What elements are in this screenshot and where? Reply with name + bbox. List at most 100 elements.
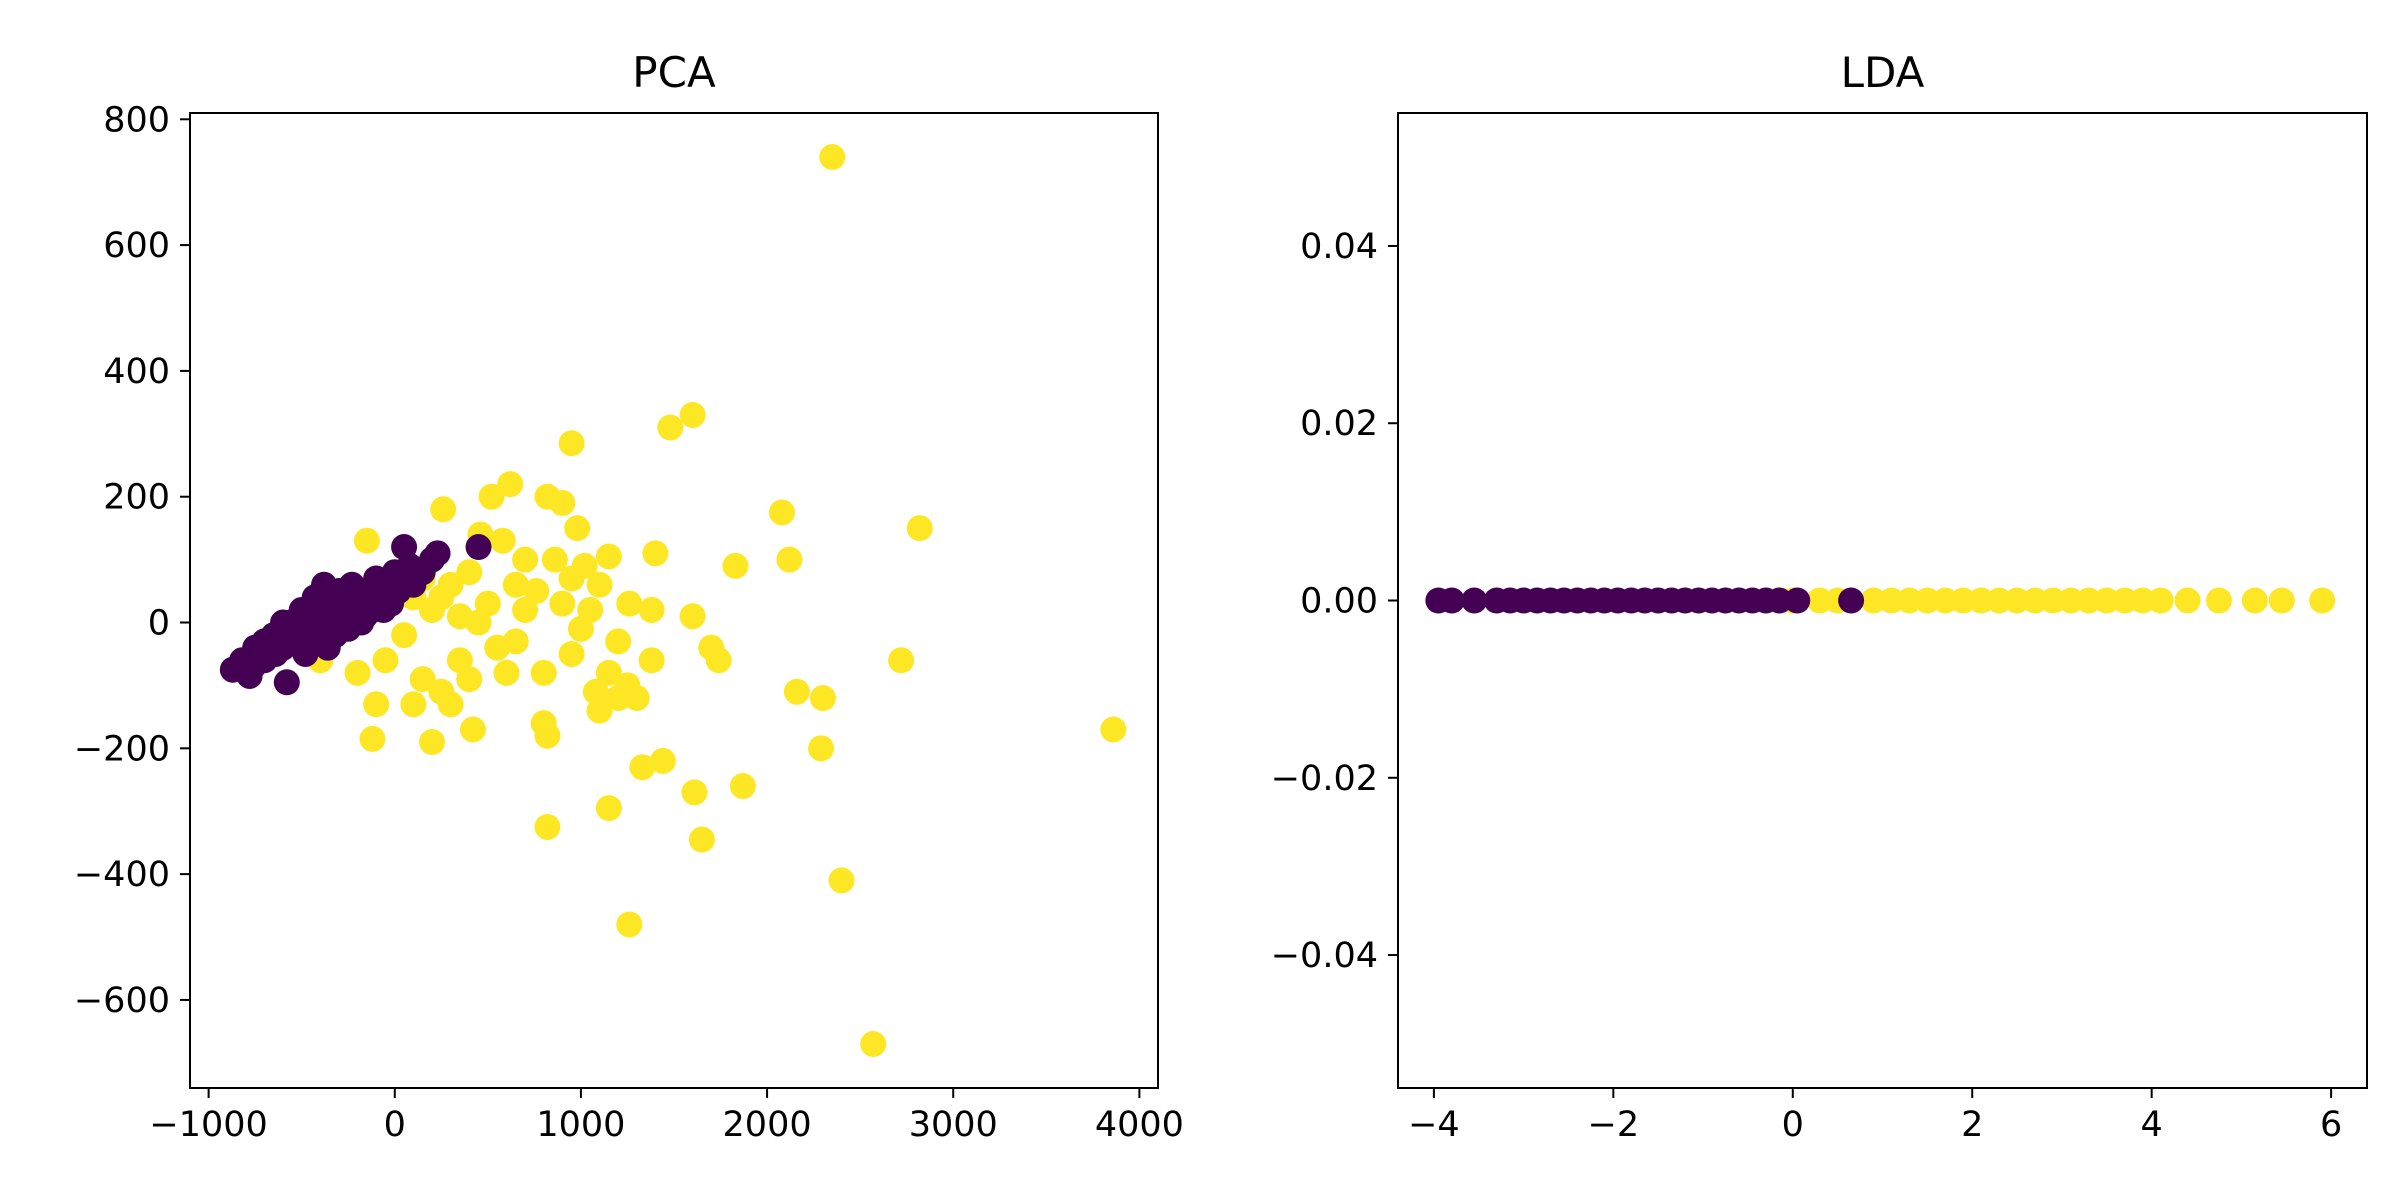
pca-point-class0-53 (240, 653, 267, 680)
lda-point-class0-2 (1461, 587, 1488, 614)
lda-title: LDA (1841, 48, 1925, 97)
lda-point-class1-9 (1968, 587, 1995, 614)
pca-point-class0-51 (385, 578, 412, 605)
lda-point-class1-19 (2147, 587, 2174, 614)
pca-point-class1-24 (502, 571, 529, 598)
pca-point-class1-57 (586, 697, 613, 724)
pca-point-class1-2 (657, 414, 684, 441)
pca-point-class1-7 (549, 490, 576, 516)
pca-point-class1-77 (465, 609, 492, 636)
pca-point-class1-8 (430, 496, 457, 523)
pca-point-class1-85 (502, 628, 529, 655)
pca-point-class1-86 (577, 596, 604, 623)
pca-point-class1-66 (649, 747, 676, 774)
lda-ytick-label-0: −0.04 (1271, 936, 1378, 976)
pca-xtick-label-1: 0 (384, 1105, 406, 1145)
pca-ytick-label-6: 600 (103, 226, 170, 266)
pca-point-class1-4 (497, 471, 524, 498)
lda-xtick-label-3: 2 (1961, 1105, 1983, 1145)
pca-point-class0-43 (262, 640, 289, 667)
pca-point-class1-17 (776, 546, 803, 573)
pca-point-class1-48 (363, 691, 390, 718)
pca-point-class1-64 (808, 735, 835, 762)
pca-point-class1-65 (629, 754, 656, 781)
pca-point-class1-25 (523, 578, 550, 605)
pca-point-class1-40 (888, 647, 915, 674)
pca-point-class1-52 (344, 659, 371, 686)
pca-point-class0-48 (333, 584, 360, 611)
pca-point-class1-63 (534, 722, 561, 749)
lda-xtick-label-0: −4 (1408, 1105, 1460, 1145)
pca-point-class1-11 (353, 527, 380, 554)
pca-point-class1-62 (419, 729, 445, 756)
pca-point-class1-87 (558, 565, 585, 592)
lda-ytick-label-3: 0.02 (1300, 404, 1378, 444)
pca-point-class1-28 (638, 596, 665, 623)
pca-point-class1-13 (564, 515, 591, 542)
lda-point-class1-23 (2268, 587, 2295, 614)
pca-point-class1-84 (512, 596, 539, 623)
pca-point-class1-12 (489, 527, 516, 554)
pca-point-class1-82 (409, 666, 436, 693)
pca-points (219, 144, 1127, 1057)
pca-ytick-label-0: −600 (74, 981, 170, 1021)
lda-point-class1-5 (1896, 587, 1923, 614)
pca-point-class1-68 (681, 779, 708, 806)
pca-point-class1-19 (512, 546, 539, 573)
pca-point-class1-74 (860, 1030, 887, 1057)
pca-point-class1-10 (906, 515, 933, 542)
pca-point-class1-27 (616, 590, 643, 617)
lda-ytick-label-1: −0.02 (1271, 759, 1378, 799)
pca-point-class1-46 (605, 685, 632, 711)
pca-point-class1-73 (616, 911, 643, 938)
pca-point-class1-29 (679, 603, 706, 630)
pca-xtick-label-4: 3000 (909, 1105, 998, 1145)
lda-xtick-label-2: 0 (1782, 1105, 1804, 1145)
pca-point-class0-39 (314, 634, 341, 661)
lda-point-class1-8 (1950, 587, 1977, 614)
pca-point-class1-38 (705, 647, 732, 674)
pca-title: PCA (632, 48, 716, 97)
lda-point-class1-7 (1932, 587, 1959, 614)
lda-point-class1-18 (2129, 587, 2156, 614)
pca-point-class0-50 (370, 596, 397, 623)
pca-point-class1-58 (459, 716, 486, 743)
pca-point-class1-72 (828, 867, 855, 894)
pca-point-class1-39 (638, 647, 665, 674)
lda-points (1425, 587, 2336, 614)
lda-point-class1-13 (2039, 587, 2066, 614)
pca-point-class1-49 (400, 691, 427, 718)
lda-point-class0-1 (1438, 587, 1465, 614)
pca-point-class1-83 (428, 678, 455, 705)
lda-point-class1-11 (2004, 587, 2031, 614)
pca-point-class1-18 (722, 552, 749, 579)
pca-point-class1-3 (558, 430, 585, 457)
lda-point-class1-22 (2241, 587, 2268, 614)
pca-point-class1-81 (372, 647, 399, 674)
pca-point-class0-45 (281, 615, 308, 642)
pca-point-class1-80 (391, 622, 418, 649)
pca-point-class1-54 (493, 659, 520, 686)
lda-point-class1-10 (1986, 587, 2013, 614)
pca-point-class1-60 (1100, 716, 1127, 743)
lda-xtick-label-1: −2 (1588, 1105, 1640, 1145)
lda-point-class0-24 (1766, 587, 1793, 614)
lda-ytick-label-4: 0.04 (1300, 227, 1378, 267)
pca-point-class1-9 (768, 499, 795, 526)
pca-point-class1-69 (595, 795, 622, 822)
pca-point-class1-1 (679, 401, 706, 428)
pca-point-class1-61 (359, 725, 386, 752)
lda-point-class1-20 (2174, 587, 2201, 614)
pca-point-class1-20 (541, 546, 568, 573)
pca-xtick-label-3: 2000 (723, 1105, 812, 1145)
lda-point-class1-12 (2022, 587, 2049, 614)
pca-point-class1-34 (549, 590, 576, 617)
lda-point-class1-15 (2075, 587, 2102, 614)
lda-point-class1-24 (2309, 587, 2336, 614)
pca-point-class1-5 (478, 483, 505, 510)
pca-point-class0-36 (465, 534, 492, 561)
pca-point-class1-76 (428, 584, 455, 611)
pca-ytick-label-5: 400 (103, 352, 170, 392)
pca-ytick-label-1: −400 (74, 855, 170, 895)
